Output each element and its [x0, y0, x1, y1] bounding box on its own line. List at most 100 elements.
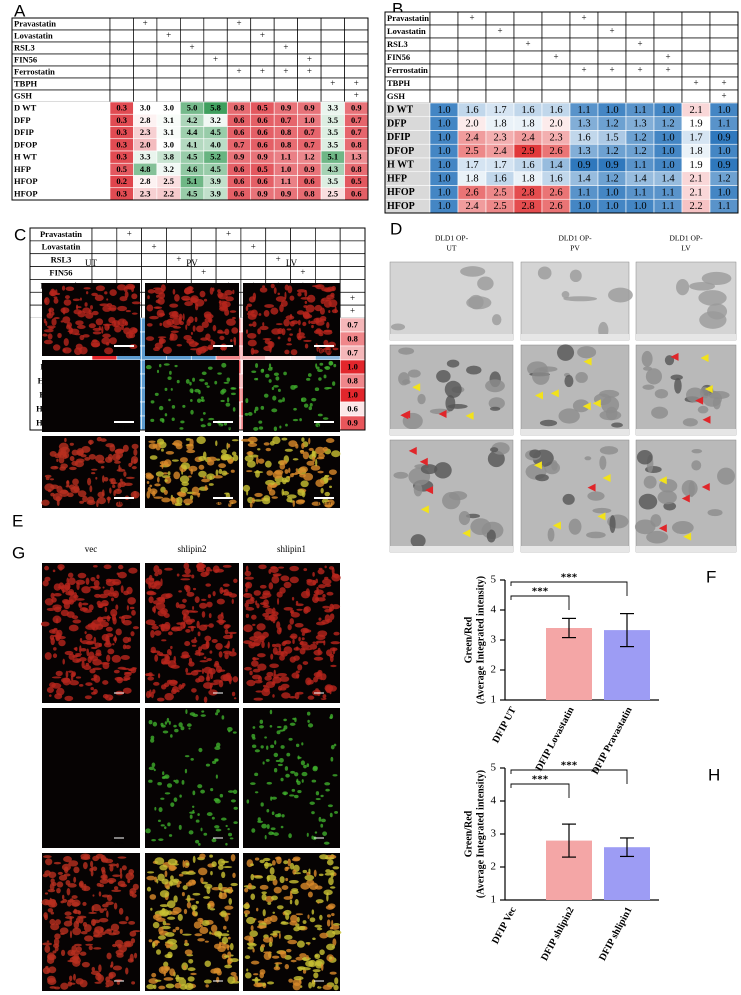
cell-signal — [265, 447, 271, 452]
header-cell — [429, 11, 459, 26]
cell-signal — [288, 737, 293, 741]
cell-value: 1.4 — [549, 160, 563, 171]
cell-signal — [167, 938, 177, 945]
cell-signal — [124, 671, 133, 674]
cell-signal — [169, 325, 178, 328]
cell-signal — [275, 296, 286, 302]
cell-signal — [53, 317, 60, 320]
cell-signal — [284, 349, 290, 355]
cell-signal — [104, 694, 114, 701]
cell-value: 1.0 — [661, 146, 674, 157]
cell-signal — [92, 667, 102, 671]
cell-signal — [93, 688, 98, 695]
cell-signal — [185, 667, 189, 674]
cell-signal — [132, 328, 138, 334]
cell-signal — [56, 887, 61, 894]
cell-signal — [182, 933, 192, 936]
cell-signal — [311, 397, 317, 402]
cell-signal — [50, 288, 56, 297]
organelle — [466, 365, 482, 375]
cell-signal — [167, 822, 171, 827]
cell-value: 2.1 — [689, 187, 702, 198]
cell-signal — [123, 471, 127, 477]
organelle — [446, 359, 460, 368]
cell-signal — [326, 914, 331, 918]
cell-signal — [315, 640, 326, 644]
cell-signal — [224, 328, 230, 336]
cell-signal — [188, 830, 194, 835]
cell-signal — [251, 660, 259, 667]
cell-signal — [269, 340, 273, 349]
column-label: LV — [681, 244, 691, 253]
cell-signal — [272, 676, 282, 684]
cell-signal — [123, 286, 128, 292]
cell-signal — [279, 676, 290, 682]
cell-signal — [106, 928, 113, 931]
cell-signal — [75, 320, 84, 326]
cell-signal — [193, 921, 202, 929]
cell-signal — [273, 669, 276, 676]
cell-signal — [232, 676, 239, 683]
cell-signal — [184, 982, 194, 991]
cell-signal — [62, 600, 72, 605]
cell-signal — [175, 926, 180, 931]
cell-signal — [92, 894, 95, 897]
cell-signal — [290, 770, 295, 774]
cell-signal — [44, 892, 49, 895]
cell-signal — [250, 873, 255, 881]
header-cell — [203, 65, 228, 79]
cell-signal — [271, 386, 275, 391]
cell-signal — [251, 614, 257, 620]
header-cell — [597, 37, 627, 52]
cell-signal — [253, 697, 264, 701]
header-cell — [320, 41, 345, 55]
cell-signal — [75, 343, 83, 350]
cell-signal — [246, 303, 253, 307]
organelle — [407, 369, 421, 378]
cell-signal — [147, 487, 152, 492]
cell-signal — [182, 298, 191, 301]
cell-value: 1.1 — [281, 176, 292, 186]
header-cell — [109, 65, 134, 79]
cell-signal — [68, 577, 76, 586]
cell-signal — [131, 609, 136, 616]
cell-signal — [110, 481, 118, 484]
arrowhead — [592, 399, 601, 408]
cell-signal — [220, 612, 224, 617]
cell-signal — [294, 772, 299, 777]
cell-signal — [127, 597, 136, 605]
cell-value: 0.7 — [351, 127, 362, 137]
cell-value: 4.5 — [187, 152, 198, 162]
cell-signal — [229, 943, 234, 951]
cell-value: 3.1 — [163, 127, 174, 137]
cell-signal — [298, 967, 303, 971]
cell-signal — [289, 333, 293, 336]
cell-signal — [181, 779, 185, 785]
column-label: UT — [447, 244, 457, 253]
cell-signal — [44, 652, 52, 660]
bar — [546, 628, 592, 700]
cell-signal — [283, 792, 287, 796]
cell-signal — [263, 442, 270, 446]
cell-value: 0.9 — [257, 188, 268, 198]
cell-signal — [289, 576, 299, 584]
cell-signal — [194, 652, 205, 656]
cell-value: 5.8 — [210, 103, 221, 113]
cell-value: 1.6 — [549, 174, 562, 185]
cell-signal — [156, 949, 162, 955]
organelle — [488, 397, 505, 410]
cell-value: 1.5 — [605, 132, 618, 143]
cell-signal — [162, 346, 172, 354]
cell-signal — [78, 601, 83, 608]
cell-signal — [301, 771, 308, 777]
cell-signal — [309, 801, 315, 805]
cell-signal — [46, 686, 54, 694]
organelle — [599, 389, 620, 398]
cell-signal — [249, 501, 253, 508]
cell-signal — [101, 326, 104, 334]
cell-signal — [292, 639, 295, 644]
cell-signal — [284, 934, 293, 940]
cell-signal — [53, 647, 57, 651]
cell-value: 3.0 — [163, 139, 174, 149]
cell-signal — [211, 638, 218, 644]
